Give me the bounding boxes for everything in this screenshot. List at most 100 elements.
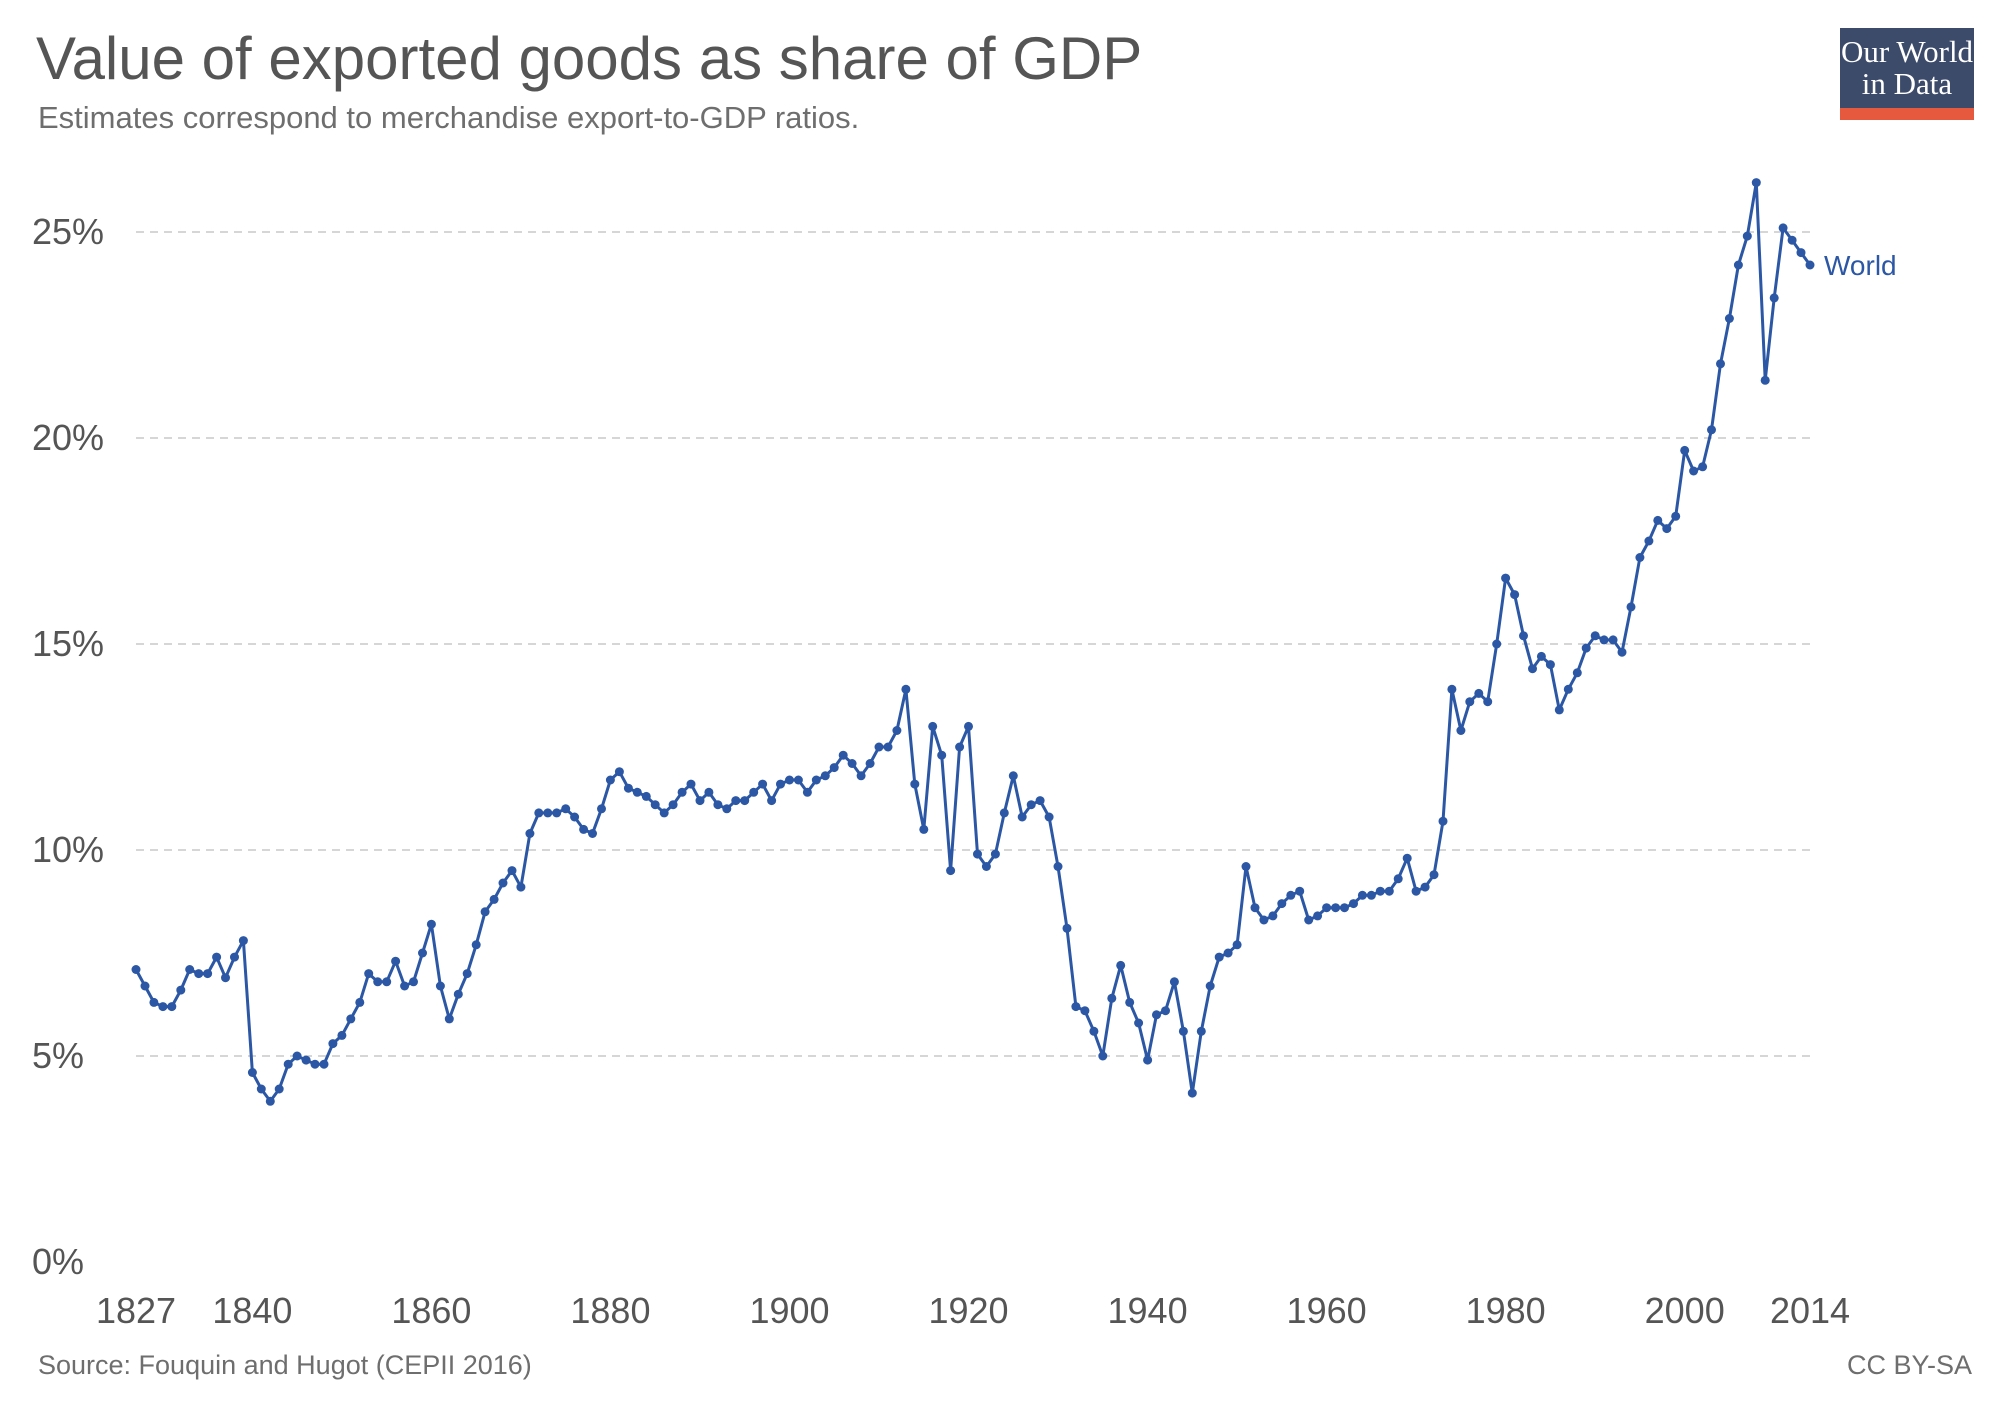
- data-point[interactable]: [579, 824, 589, 834]
- data-point[interactable]: [1787, 235, 1797, 245]
- data-point[interactable]: [1474, 688, 1484, 698]
- data-point[interactable]: [1536, 651, 1546, 661]
- data-point[interactable]: [1456, 726, 1466, 735]
- data-point[interactable]: [1716, 359, 1725, 369]
- data-point[interactable]: [865, 759, 875, 768]
- data-point[interactable]: [498, 878, 508, 888]
- data-point[interactable]: [1769, 293, 1779, 303]
- data-point[interactable]: [453, 989, 463, 999]
- data-point[interactable]: [1653, 515, 1663, 525]
- data-point[interactable]: [1510, 590, 1520, 600]
- data-point[interactable]: [1438, 816, 1448, 826]
- data-point[interactable]: [1519, 631, 1528, 641]
- data-point[interactable]: [418, 948, 427, 958]
- data-point[interactable]: [1545, 660, 1555, 670]
- data-point[interactable]: [955, 742, 965, 752]
- data-point[interactable]: [489, 894, 499, 904]
- data-point[interactable]: [283, 1059, 293, 1069]
- data-point[interactable]: [409, 977, 418, 987]
- data-point[interactable]: [319, 1059, 329, 1069]
- data-point[interactable]: [1134, 1018, 1144, 1028]
- data-point[interactable]: [820, 771, 830, 781]
- our-world-in-data-logo[interactable]: Our World in Data: [1840, 28, 1974, 120]
- data-point[interactable]: [194, 969, 204, 979]
- data-point[interactable]: [999, 808, 1009, 818]
- data-point[interactable]: [883, 742, 893, 752]
- data-point[interactable]: [1205, 981, 1215, 991]
- data-point[interactable]: [1733, 260, 1743, 270]
- data-point[interactable]: [1008, 771, 1018, 781]
- data-point[interactable]: [1277, 899, 1287, 909]
- data-point[interactable]: [632, 787, 642, 797]
- data-point[interactable]: [1492, 639, 1502, 649]
- data-point[interactable]: [910, 779, 920, 789]
- data-point[interactable]: [668, 800, 678, 810]
- data-point[interactable]: [1035, 796, 1045, 806]
- data-point[interactable]: [1554, 705, 1564, 715]
- data-point[interactable]: [426, 919, 436, 929]
- data-point[interactable]: [561, 804, 571, 814]
- data-point[interactable]: [337, 1030, 347, 1040]
- data-point[interactable]: [471, 940, 481, 950]
- data-point[interactable]: [802, 787, 812, 797]
- data-point[interactable]: [650, 800, 660, 810]
- data-point[interactable]: [1250, 903, 1260, 913]
- data-point[interactable]: [462, 969, 472, 979]
- data-point[interactable]: [856, 771, 866, 781]
- data-point[interactable]: [623, 783, 633, 793]
- data-point[interactable]: [1590, 631, 1600, 641]
- data-point[interactable]: [1340, 903, 1349, 913]
- data-point[interactable]: [158, 1002, 168, 1012]
- data-point[interactable]: [1232, 940, 1242, 950]
- data-point[interactable]: [1662, 524, 1672, 534]
- data-point[interactable]: [1375, 886, 1385, 896]
- data-point[interactable]: [1062, 923, 1072, 933]
- data-point[interactable]: [1044, 812, 1054, 822]
- data-point[interactable]: [301, 1055, 311, 1065]
- data-point[interactable]: [1626, 602, 1636, 612]
- data-point[interactable]: [964, 721, 973, 731]
- data-point[interactable]: [534, 808, 544, 818]
- data-point[interactable]: [1349, 899, 1358, 909]
- data-point[interactable]: [928, 721, 938, 731]
- data-point[interactable]: [1742, 231, 1752, 241]
- data-point[interactable]: [1331, 903, 1341, 913]
- data-point[interactable]: [1026, 800, 1036, 810]
- data-point[interactable]: [516, 882, 526, 892]
- data-point[interactable]: [614, 767, 624, 777]
- data-point[interactable]: [1778, 223, 1788, 233]
- data-point[interactable]: [1268, 911, 1278, 921]
- data-point[interactable]: [1286, 890, 1296, 900]
- data-point[interactable]: [507, 866, 517, 876]
- data-point[interactable]: [1563, 684, 1573, 694]
- data-point[interactable]: [838, 750, 848, 760]
- data-point[interactable]: [749, 787, 759, 797]
- data-point[interactable]: [310, 1059, 320, 1069]
- data-point[interactable]: [435, 981, 445, 991]
- data-point[interactable]: [444, 1014, 454, 1024]
- data-point[interactable]: [722, 804, 732, 814]
- data-point[interactable]: [1107, 993, 1117, 1003]
- data-point[interactable]: [1241, 862, 1251, 871]
- data-point[interactable]: [1751, 178, 1761, 188]
- data-point[interactable]: [713, 800, 723, 810]
- data-point[interactable]: [1169, 977, 1179, 987]
- data-point[interactable]: [1357, 890, 1367, 900]
- data-point[interactable]: [919, 824, 929, 834]
- data-point[interactable]: [1707, 425, 1716, 435]
- data-point[interactable]: [1411, 886, 1421, 896]
- data-point[interactable]: [973, 849, 982, 859]
- data-point[interactable]: [480, 907, 490, 917]
- data-point[interactable]: [1501, 573, 1511, 583]
- data-point[interactable]: [1116, 960, 1126, 970]
- data-point[interactable]: [1796, 248, 1806, 258]
- data-point[interactable]: [185, 965, 195, 974]
- data-point[interactable]: [1599, 635, 1609, 645]
- data-point[interactable]: [946, 866, 956, 876]
- data-point[interactable]: [203, 969, 213, 979]
- data-point[interactable]: [776, 779, 785, 789]
- data-point[interactable]: [1125, 997, 1135, 1007]
- data-point[interactable]: [1187, 1088, 1197, 1098]
- data-point[interactable]: [176, 985, 186, 995]
- data-point[interactable]: [1420, 882, 1430, 892]
